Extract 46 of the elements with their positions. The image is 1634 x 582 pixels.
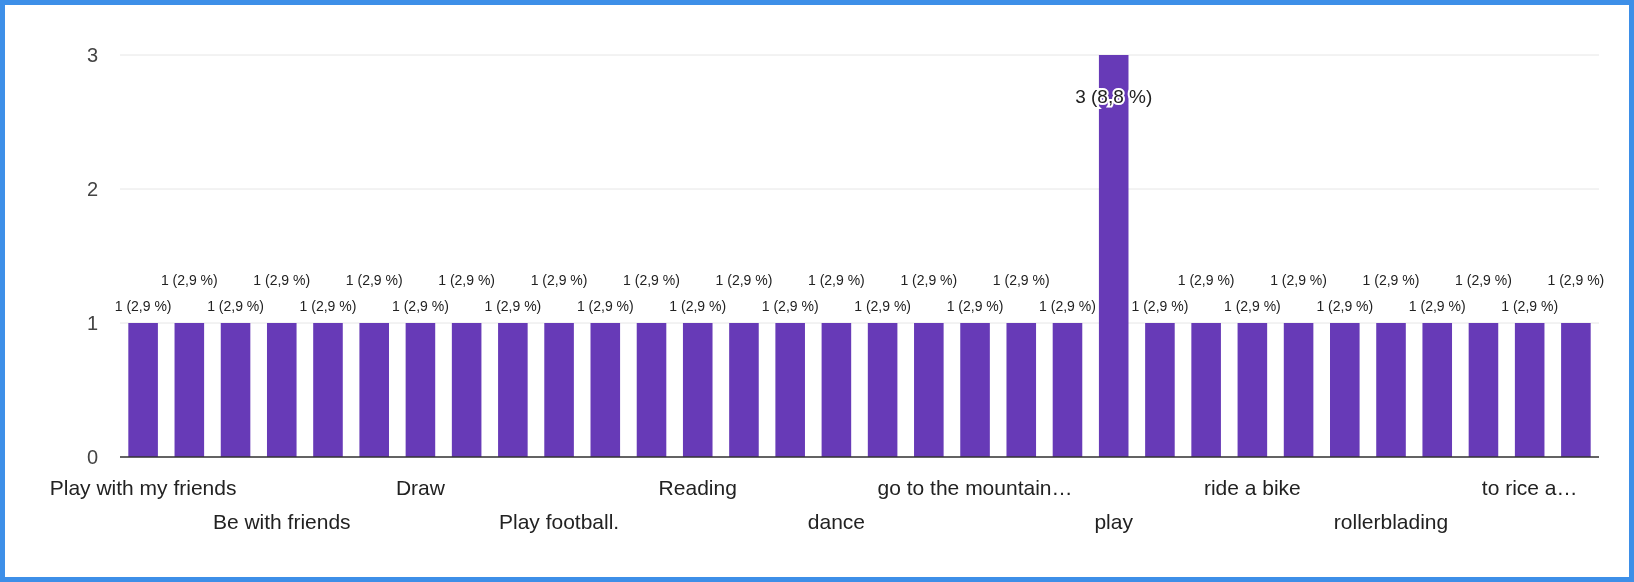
data-label: 1 (2,9 %) xyxy=(253,272,311,288)
data-label: 1 (2,9 %) xyxy=(1362,272,1420,288)
data-label: 1 (2,9 %) xyxy=(1501,298,1559,314)
data-label: 1 (2,9 %) xyxy=(484,298,542,314)
x-tick-label: play xyxy=(1094,510,1134,533)
data-label: 1 (2,9 %) xyxy=(623,272,680,288)
data-label: 1 (2,9 %) xyxy=(576,298,634,314)
data-label: 1 (2,9 %) xyxy=(715,272,773,288)
data-label: 1 (2,9 %) xyxy=(1316,298,1374,314)
data-label: 1 (2,9 %) xyxy=(761,298,819,314)
data-label: 1 (2,9 %) xyxy=(114,298,172,314)
data-label: 1 (2,9 %) xyxy=(1177,272,1235,288)
data-label: 1 (2,9 %) xyxy=(392,298,449,314)
data-label: 1 (2,9 %) xyxy=(1547,272,1605,288)
data-label: 1 (2,9 %) xyxy=(1270,272,1327,288)
y-tick-label: 1 xyxy=(86,311,98,334)
data-label: 1 (2,9 %) xyxy=(299,298,357,314)
data-label: 1 (2,9 %) xyxy=(946,298,1004,314)
data-label: 1 (2,9 %) xyxy=(438,272,496,288)
y-tick-label: 0 xyxy=(86,445,98,468)
data-label: 1 (2,9 %) xyxy=(854,298,912,314)
data-label: 1 (2,9 %) xyxy=(669,298,727,314)
x-tick-label: ride a bike xyxy=(1203,476,1301,499)
data-label: 1 (2,9 %) xyxy=(1408,298,1466,314)
data-label: 1 (2,9 %) xyxy=(1455,272,1512,288)
x-tick-label: Reading xyxy=(658,476,737,499)
x-tick-label: Play with my friends xyxy=(49,476,237,499)
x-tick-label: rollerblading xyxy=(1333,510,1449,533)
data-label: 1 (2,9 %) xyxy=(1039,298,1096,314)
y-tick-label: 3 xyxy=(86,43,98,66)
x-tick-label: go to the mountain… xyxy=(877,476,1073,499)
data-label: 1 (2,9 %) xyxy=(160,272,218,288)
x-tick-label: Draw xyxy=(395,476,446,499)
data-label: 1 (2,9 %) xyxy=(1223,298,1281,314)
x-tick-label: to rice a… xyxy=(1481,476,1578,499)
data-label: 1 (2,9 %) xyxy=(807,272,865,288)
data-label: 1 (2,9 %) xyxy=(992,272,1050,288)
y-tick-label: 2 xyxy=(86,177,98,200)
data-label: 1 (2,9 %) xyxy=(207,298,264,314)
data-label: 1 (2,9 %) xyxy=(1131,298,1189,314)
x-tick-label: Be with friends xyxy=(212,510,351,533)
data-label: 1 (2,9 %) xyxy=(345,272,403,288)
data-label: 1 (2,9 %) xyxy=(530,272,588,288)
x-tick-label: Play football. xyxy=(498,510,620,533)
data-label: 1 (2,9 %) xyxy=(900,272,958,288)
x-tick-label: dance xyxy=(807,510,865,533)
